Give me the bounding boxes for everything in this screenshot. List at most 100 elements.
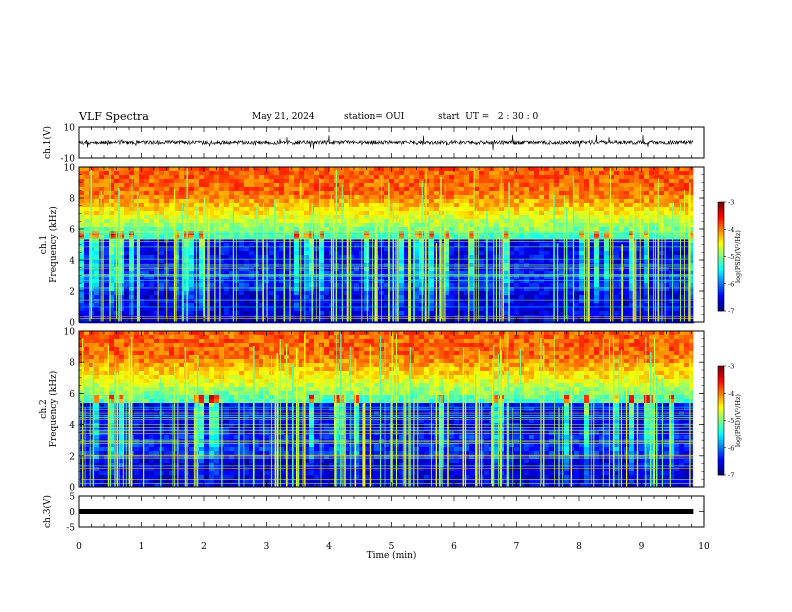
spectrogram-cell <box>364 271 370 276</box>
spectrogram-cell <box>304 179 310 184</box>
spectrogram-cell <box>314 287 320 292</box>
spectrogram-cell <box>269 223 275 228</box>
spectrogram-cell <box>529 287 535 292</box>
spectrogram-cell <box>434 183 440 188</box>
spectrogram-cell <box>544 251 550 256</box>
spectrogram-cell <box>629 255 635 260</box>
spectrogram-cell <box>374 195 380 200</box>
spectrogram-cell <box>304 267 310 272</box>
spectrogram-cell <box>219 183 225 188</box>
spectrogram-cell <box>129 315 135 320</box>
spectrogram-cell <box>314 307 320 312</box>
spectrogram-cell <box>79 283 85 288</box>
spectrogram-cell <box>129 263 135 268</box>
spectrogram-cell <box>174 171 180 176</box>
spectrogram-cell <box>554 251 560 256</box>
spectrogram-cell <box>159 319 165 324</box>
spectrogram-cell <box>354 171 360 176</box>
spectrogram-cell <box>319 211 325 216</box>
spectrogram-cell <box>289 259 295 264</box>
spectrogram-cell <box>519 251 525 256</box>
spectrogram-cell <box>399 239 405 244</box>
spectrogram-cell <box>124 171 130 176</box>
spectrogram-cell <box>474 299 480 304</box>
spectrogram-cell <box>364 227 370 232</box>
spectrogram-cell <box>114 203 120 208</box>
spectrogram-cell <box>349 315 355 320</box>
spectrogram-cell <box>534 247 540 252</box>
spectrogram-cell <box>339 191 345 196</box>
spectrogram-cell <box>579 275 585 280</box>
spectrogram-cell <box>134 215 140 220</box>
spectrogram-cell <box>519 275 525 280</box>
spectrogram-cell <box>689 255 695 260</box>
spectrogram-cell <box>474 263 480 268</box>
spectrogram-cell <box>234 203 240 208</box>
spectrogram-cell <box>604 175 610 180</box>
spectrogram-cell <box>224 207 230 212</box>
spectrogram-cell <box>624 303 630 308</box>
spectrogram-cell <box>599 275 605 280</box>
spectrogram-cell <box>229 279 235 284</box>
spectrogram-cell <box>649 303 655 308</box>
spectrogram-cell <box>249 251 255 256</box>
spectrogram-cell <box>139 247 145 252</box>
spectrogram-cell <box>249 199 255 204</box>
spectrogram-cell <box>489 199 495 204</box>
spectrogram-cell <box>539 255 545 260</box>
spectrogram-cell <box>274 303 280 308</box>
spectrogram-cell <box>314 219 320 224</box>
spectrogram-cell <box>224 283 230 288</box>
spectrogram-cell <box>219 175 225 180</box>
spectrogram-cell <box>94 299 100 304</box>
spectrogram-cell <box>624 219 630 224</box>
spectrogram-cell <box>464 243 470 248</box>
spectrogram-cell <box>369 227 375 232</box>
spectrogram-cell <box>604 271 610 276</box>
spectrogram-cell <box>644 175 650 180</box>
spectrogram-cell <box>229 179 235 184</box>
spectrogram-cell <box>474 243 480 248</box>
spectrogram-cell <box>264 179 270 184</box>
spectrogram-cell <box>399 203 405 208</box>
spectrogram-cell <box>244 243 250 248</box>
spectrogram-cell <box>299 299 305 304</box>
spectrogram-cell <box>409 191 415 196</box>
spectrogram-cell <box>459 203 465 208</box>
spectrogram-cell <box>189 175 195 180</box>
spectrogram-cell <box>159 299 165 304</box>
spectrogram-cell <box>654 247 660 252</box>
spectrogram-cell <box>604 291 610 296</box>
spectrogram-cell <box>319 299 325 304</box>
spectrogram-cell <box>209 259 215 264</box>
spectrogram-cell <box>299 215 305 220</box>
spectrogram-cell <box>544 275 550 280</box>
spectrogram-cell <box>389 247 395 252</box>
spectrogram-cell <box>594 183 600 188</box>
spectrogram-cell <box>79 187 85 192</box>
spectrogram-cell <box>249 283 255 288</box>
spectrogram-cell <box>204 267 210 272</box>
spectrogram-cell <box>209 255 215 260</box>
spectrogram-cell <box>429 239 435 244</box>
spectrogram-cell <box>354 215 360 220</box>
spectrogram-cell <box>214 227 220 232</box>
spectrogram-cell <box>139 299 145 304</box>
spectrogram-cell <box>84 223 90 228</box>
spectrogram-cell <box>229 167 235 172</box>
spectrogram-cell <box>149 179 155 184</box>
spectrogram-cell <box>689 307 695 312</box>
spectrogram-cell <box>504 279 510 284</box>
spectrogram-cell <box>219 179 225 184</box>
spectrogram-cell <box>454 227 460 232</box>
spectrogram-cell <box>624 295 630 300</box>
spectrogram-cell <box>579 311 585 316</box>
spectrogram-cell <box>644 291 650 296</box>
spectrogram-cell <box>524 171 530 176</box>
spectrogram-cell <box>634 263 640 268</box>
spectrogram-cell <box>474 271 480 276</box>
spectrogram-cell <box>504 223 510 228</box>
spectrogram-cell <box>394 211 400 216</box>
spectrogram-cell <box>169 219 175 224</box>
spectrogram-cell <box>84 211 90 216</box>
